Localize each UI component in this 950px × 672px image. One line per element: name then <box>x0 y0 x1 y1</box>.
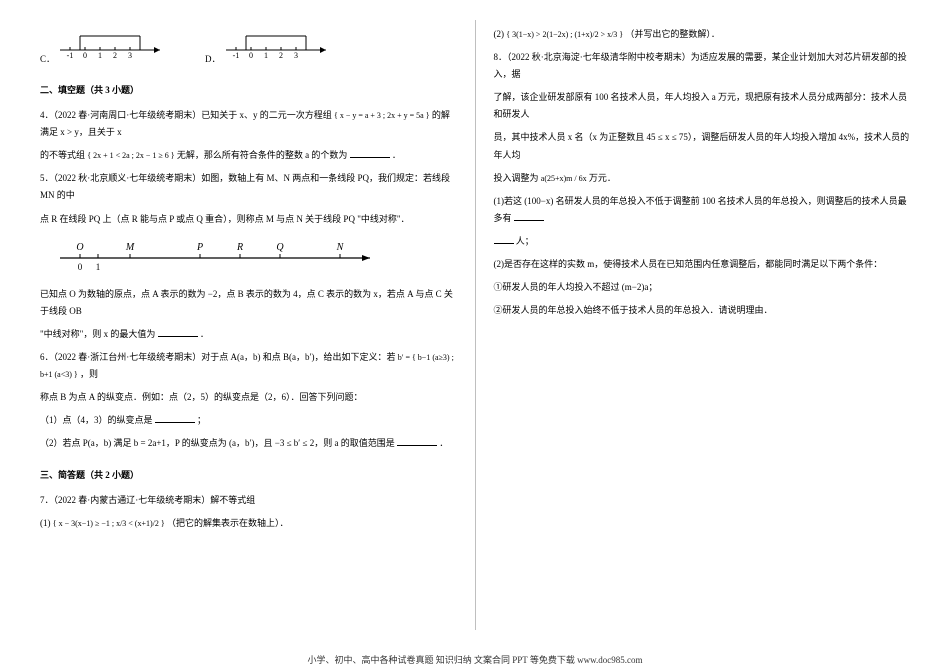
q5-a: 5．（2022 秋·北京顺义·七年级统考期末）如图，数轴上有 M、N 两点和一条… <box>40 170 457 204</box>
q7-formula: { x − 3(x−1) ≥ −1 ; x/3 < (x+1)/2 } <box>53 519 165 528</box>
q5-b: 点 R 在线段 PQ 上（点 R 能与点 P 或点 Q 重合），则称点 M 与点… <box>40 211 457 228</box>
q4-text-d: 无解，那么所有符合条件的整数 a 的个数为 <box>177 150 348 160</box>
q8-formula: a(25+x)m / 6x <box>541 174 587 183</box>
svg-text:2: 2 <box>113 51 117 58</box>
q5-numberline-icon: O M P R Q N 0 1 <box>40 234 380 274</box>
q6-2-end: ． <box>439 438 448 448</box>
q8-d-row: 投入调整为 a(25+x)m / 6x 万元． <box>494 170 911 187</box>
option-c-label: C． <box>40 51 55 68</box>
q6-1: （1）点（4，3）的纵变点是 <box>40 415 153 425</box>
q8-2a: (2)是否存在这样的实数 m，使得技术人员在已知范围内任意调整后，都能同时满足以… <box>494 256 911 273</box>
q6-2-row: （2）若点 P(a，b) 满足 b = 2a+1，P 的纵变点为 (a，b′)，… <box>40 435 457 452</box>
page-footer: 小学、初中、高中各种试卷真题 知识归纳 文案合同 PPT 等免费下载 www.d… <box>0 653 950 666</box>
q7-2-formula: { 3(1−x) > 2(1−2x) ; (1+x)/2 > x/3 } <box>506 30 623 39</box>
page-container: C． -1 0 1 2 3 D． <box>0 0 950 630</box>
section3-header: 三、简答题（共 2 小题） <box>40 467 457 484</box>
option-row: C． -1 0 1 2 3 D． <box>40 26 457 68</box>
svg-text:-1: -1 <box>67 51 74 58</box>
q7-1b: （把它的解集表示在数轴上）． <box>167 518 289 528</box>
q7-2-row: (2) { 3(1−x) > 2(1−2x) ; (1+x)/2 > x/3 }… <box>494 26 911 43</box>
q6-a: 6．（2022 春·浙江台州·七年级统考期末）对于点 A(a，b) 和点 B(a… <box>40 352 395 362</box>
svg-text:2: 2 <box>279 51 283 58</box>
q4-cont: 的不等式组 { 2x + 1 < 2a ; 2x − 1 ≥ 6 } 无解，那么… <box>40 147 457 164</box>
svg-text:O: O <box>76 242 83 253</box>
left-column: C． -1 0 1 2 3 D． <box>30 20 467 630</box>
q5-end: ． <box>200 329 209 339</box>
q5-c: 已知点 O 为数轴的原点，点 A 表示的数为 −2，点 B 表示的数为 4，点 … <box>40 286 457 320</box>
q5-d-row: "中线对称"，则 x 的最大值为 ． <box>40 326 457 343</box>
q8-2-cond2: ②研发人员的年总投入始终不低于技术人员的年总投入．请说明理由． <box>494 302 911 319</box>
q6-a-row: 6．（2022 春·浙江台州·七年级统考期末）对于点 A(a，b) 和点 B(a… <box>40 349 457 383</box>
svg-text:3: 3 <box>294 51 298 58</box>
svg-text:0: 0 <box>83 51 87 58</box>
svg-text:1: 1 <box>264 51 268 58</box>
q7-1: (1) <box>40 518 51 528</box>
q5-blank <box>158 327 198 337</box>
q4-text-a: 4．（2022 春·河南周口·七年级统考期末）已知关于 x、y 的二元一次方程组 <box>40 110 332 120</box>
column-divider <box>475 20 476 630</box>
q8-c: 员，其中技术人员 x 名（x 为正整数且 45 ≤ x ≤ 75），调整后研发人… <box>494 129 911 163</box>
q8-e: 万元． <box>589 173 616 183</box>
q6-1-end: ； <box>197 415 206 425</box>
q6-c: 称点 B 为点 A 的纵变点．例如：点（2，5）的纵变点是（2，6）．回答下列问… <box>40 389 457 406</box>
right-column: (2) { 3(1−x) > 2(1−2x) ; (1+x)/2 > x/3 }… <box>484 20 921 630</box>
q8-b: 了解，该企业研发部原有 100 名技术人员，年人均投入 a 万元，现把原有技术人… <box>494 89 911 123</box>
svg-text:1: 1 <box>96 262 101 272</box>
svg-text:0: 0 <box>78 262 83 272</box>
q6-1-blank <box>155 413 195 423</box>
svg-text:0: 0 <box>249 51 253 58</box>
q4-end: ． <box>392 150 401 160</box>
option-d-label: D． <box>205 51 221 68</box>
q6-2a: （2）若点 P(a，b) 满足 b = 2a+1，P 的纵变点为 (a，b′)，… <box>40 438 395 448</box>
q7-1-row: (1) { x − 3(x−1) ≥ −1 ; x/3 < (x+1)/2 } … <box>40 515 457 532</box>
q8-1a: (1)若这 (100−x) 名研发人员的年总投入不低于调整前 100 名技术人员… <box>494 196 907 223</box>
numberline-c-icon: -1 0 1 2 3 <box>55 30 165 58</box>
svg-text:R: R <box>236 242 243 253</box>
q8-1-blank2 <box>494 234 514 244</box>
q8-1-blank <box>514 211 544 221</box>
q8-1b: 人； <box>516 236 534 246</box>
q5-d: "中线对称"，则 x 的最大值为 <box>40 329 155 339</box>
q6-1-row: （1）点（4，3）的纵变点是 ； <box>40 412 457 429</box>
numberline-d-icon: -1 0 1 2 3 <box>221 30 331 58</box>
q4-blank <box>350 148 390 158</box>
q8-a: 8．（2022 秋·北京海淀·七年级清华附中校考期末）为适应发展的需要，某企业计… <box>494 49 911 83</box>
q8-d: 投入调整为 <box>494 173 539 183</box>
svg-text:M: M <box>125 242 135 253</box>
svg-text:Q: Q <box>276 242 284 253</box>
q4-formula: { x − y = a + 3 ; 2x + y = 5a } <box>334 111 430 120</box>
q4: 4．（2022 春·河南周口·七年级统考期末）已知关于 x、y 的二元一次方程组… <box>40 107 457 141</box>
svg-text:-1: -1 <box>232 51 239 58</box>
svg-text:1: 1 <box>98 51 102 58</box>
q6-b: ，则 <box>80 369 98 379</box>
q8-1-row: (1)若这 (100−x) 名研发人员的年总投入不低于调整前 100 名技术人员… <box>494 193 911 227</box>
q7-2b: （并写出它的整数解）． <box>625 29 720 39</box>
q7-a: 7．（2022 春·内蒙古通辽·七年级统考期末）解不等式组 <box>40 492 457 509</box>
svg-text:3: 3 <box>128 51 132 58</box>
option-c: C． -1 0 1 2 3 <box>40 26 165 68</box>
q6-2-blank <box>397 436 437 446</box>
q4-text-c: 的不等式组 <box>40 150 85 160</box>
q7-2: (2) <box>494 29 505 39</box>
svg-text:P: P <box>196 242 203 253</box>
section2-header: 二、填空题（共 3 小题） <box>40 82 457 99</box>
q4-formula2: { 2x + 1 < 2a ; 2x − 1 ≥ 6 } <box>87 151 174 160</box>
svg-text:N: N <box>336 242 345 253</box>
option-d: D． -1 0 1 2 3 <box>205 26 331 68</box>
q8-1b-row: 人； <box>494 233 911 250</box>
q8-2-cond1: ①研发人员的年人均投入不超过 (m−2)a； <box>494 279 911 296</box>
